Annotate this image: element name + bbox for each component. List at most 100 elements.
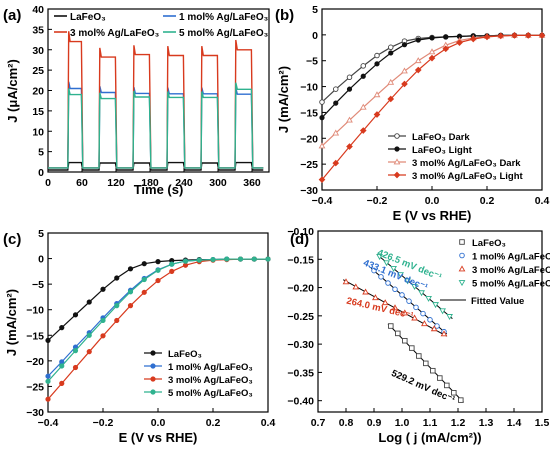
data-point: [150, 350, 156, 356]
x-tick-label: 300: [209, 177, 227, 189]
y-axis-title: J (mA/cm²): [276, 66, 291, 133]
data-point: [404, 278, 411, 285]
legend-label: 5 mol% Ag/LaFeO₃: [179, 28, 269, 39]
y-tick-label: −25: [26, 381, 44, 393]
y-tick-label: 35: [32, 24, 44, 36]
data-point: [86, 332, 92, 338]
data-point: [333, 86, 339, 92]
y-tick-label: 30: [32, 45, 44, 57]
data-point: [127, 266, 134, 272]
data-point: [442, 45, 450, 53]
panel-b: −0.4 −0.2 0.0 0.2 0.4 −30 −25 −20 −15 −10 −5 0 5 (b) J…: [275, 4, 549, 223]
data-point: [425, 295, 432, 302]
y-tick-label: −30: [26, 407, 44, 419]
legend-label: 3 mol% Ag/LaFeO₃: [472, 265, 550, 276]
y-tick-label: −0.40: [287, 396, 314, 408]
y-tick-label: 40: [32, 4, 44, 16]
series-line: [321, 34, 542, 119]
x-tick-label: 180: [141, 177, 159, 189]
data-point: [393, 171, 401, 179]
y-tick-label: −0.10: [287, 226, 314, 238]
data-point: [469, 35, 477, 43]
y-tick-label: −0.15: [287, 254, 314, 266]
data-point: [127, 303, 134, 309]
data-point: [402, 337, 408, 344]
y-tick-label: 0: [312, 30, 318, 42]
y-tick-label: 0: [38, 254, 44, 266]
x-tick-label: 360: [243, 177, 261, 189]
data-point: [406, 298, 412, 304]
data-point: [141, 289, 147, 295]
data-point: [428, 54, 436, 62]
x-tick-label: −0.4: [312, 195, 333, 207]
data-point: [318, 142, 326, 149]
data-point: [86, 299, 92, 305]
y-tick-label: −0.35: [287, 367, 314, 379]
legend-label: 1 mol% Ag/LaFeO₃: [472, 252, 550, 263]
data-point: [59, 363, 65, 369]
y-tick-label: 25: [32, 65, 44, 77]
x-tick-label: 240: [175, 177, 193, 189]
data-point: [416, 353, 422, 359]
y-tick-label: 15: [32, 106, 44, 118]
panel-label: (c): [3, 231, 21, 248]
x-tick-label: 0: [45, 177, 51, 189]
data-point: [411, 284, 418, 291]
x-tick-label: −0.2: [93, 417, 114, 429]
x-tick-label: 0.0: [425, 195, 440, 207]
data-point: [429, 35, 435, 41]
y-tick-label: −5: [306, 56, 318, 68]
data-point: [155, 259, 161, 265]
data-point: [459, 252, 465, 259]
data-point: [395, 330, 401, 337]
data-point: [319, 114, 325, 121]
data-point: [362, 288, 369, 295]
x-axis-title: Log ( j (mA/cm²)): [378, 430, 481, 445]
data-point: [251, 256, 257, 262]
data-point: [394, 146, 400, 152]
legend-label: LaFeO₃: [70, 12, 106, 23]
data-point: [59, 325, 65, 331]
legend-label: LaFeO₃ Light: [412, 145, 473, 156]
data-point: [100, 286, 106, 292]
panel-label: (a): [3, 7, 21, 24]
y-tick-label: 5: [38, 147, 44, 159]
data-point: [401, 67, 408, 74]
data-point: [388, 50, 394, 56]
x-tick-label: 0.8: [339, 417, 354, 429]
y-tick-label: 5: [38, 228, 44, 240]
data-point: [430, 367, 436, 374]
data-point: [459, 239, 465, 245]
data-point: [394, 133, 400, 139]
data-point: [346, 143, 353, 150]
data-point: [443, 34, 449, 40]
data-point: [388, 44, 394, 51]
x-tick-label: 1.2: [451, 417, 466, 429]
data-point: [224, 256, 230, 262]
data-point: [352, 283, 360, 290]
x-tick-label: 1.4: [507, 417, 522, 429]
data-point: [427, 317, 433, 323]
x-axis-title: E (V vs RHE): [119, 430, 198, 445]
x-tick-label: 1.3: [479, 417, 494, 429]
data-point: [413, 304, 419, 311]
y-tick-label: 20: [32, 86, 44, 98]
data-point: [497, 32, 505, 40]
x-tick-label: −0.2: [367, 195, 388, 207]
data-point: [150, 376, 156, 382]
series-line: [48, 82, 264, 169]
series-line: [321, 34, 542, 103]
data-point: [45, 337, 51, 344]
data-point: [169, 261, 175, 267]
data-point: [414, 57, 422, 64]
data-point: [114, 275, 120, 281]
data-point: [511, 32, 518, 39]
y-tick-label: −15: [26, 330, 44, 342]
data-point: [346, 86, 353, 92]
y-tick-label: −20: [300, 133, 318, 145]
panel-c: −0.4 −0.2 0.0 0.2 0.4 −30 −25 −20 −15 −10 −5 0 5 (c) J…: [3, 228, 275, 445]
data-point: [150, 389, 156, 395]
x-tick-label: 0.0: [151, 417, 166, 429]
data-point: [392, 286, 398, 293]
data-point: [265, 256, 271, 262]
